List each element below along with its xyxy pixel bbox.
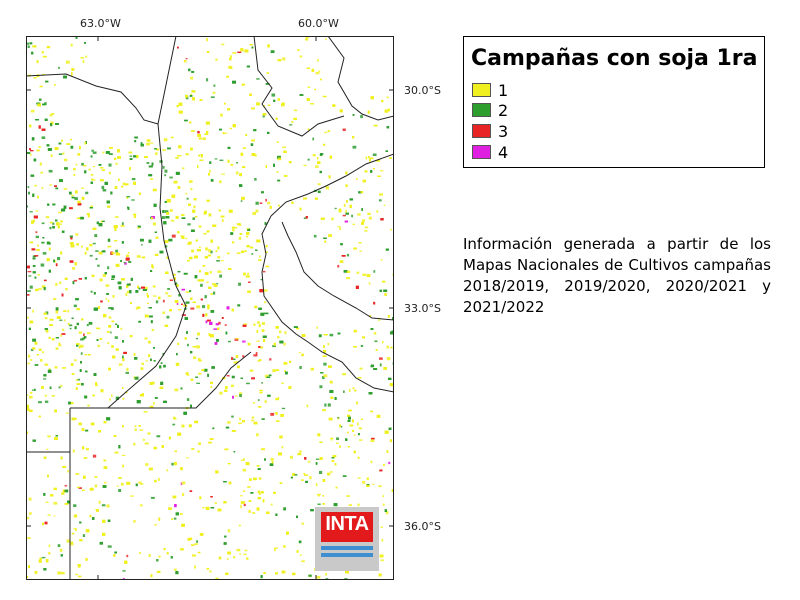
inta-logo: INTA: [315, 507, 379, 571]
logo-stripe: [321, 546, 373, 550]
legend-title: Campañas con soja 1ra: [471, 46, 758, 71]
legend-item-2: 2: [472, 100, 509, 120]
boundary-line: [270, 153, 394, 217]
legend: Campañas con soja 1ra 1 2 3 4: [463, 36, 765, 168]
legend-label: 2: [498, 100, 509, 120]
lon-label-60w: 60.0°W: [298, 17, 339, 30]
legend-swatch: [472, 124, 491, 138]
lat-label-30s: 30.0°S: [404, 84, 441, 97]
lon-label-63w: 63.0°W: [80, 17, 121, 30]
legend-swatch: [472, 145, 491, 159]
legend-item-1: 1: [472, 80, 509, 100]
legend-swatch: [472, 103, 491, 117]
boundary-line: [281, 221, 394, 321]
boundary-line: [70, 351, 252, 409]
boundaries: [26, 36, 394, 580]
lat-label-33s: 33.0°S: [404, 302, 441, 315]
crop-map: [26, 36, 394, 580]
boundary-line: [253, 36, 345, 137]
boundary-line: [26, 36, 177, 125]
legend-label: 4: [498, 142, 509, 162]
info-text: Información generada a partir de los Map…: [463, 235, 771, 316]
legend-label: 3: [498, 121, 509, 141]
lat-label-36s: 36.0°S: [404, 520, 441, 533]
legend-item-3: 3: [472, 121, 509, 141]
map-frame: [26, 36, 394, 580]
boundary-line: [107, 123, 187, 409]
legend-item-4: 4: [472, 142, 509, 162]
logo-red-box: INTA: [321, 512, 373, 542]
legend-swatch: [472, 83, 491, 97]
logo-text: INTA: [325, 513, 369, 535]
boundary-line: [261, 215, 394, 393]
legend-label: 1: [498, 80, 509, 100]
boundary-line: [327, 36, 394, 121]
logo-stripe: [321, 553, 373, 557]
